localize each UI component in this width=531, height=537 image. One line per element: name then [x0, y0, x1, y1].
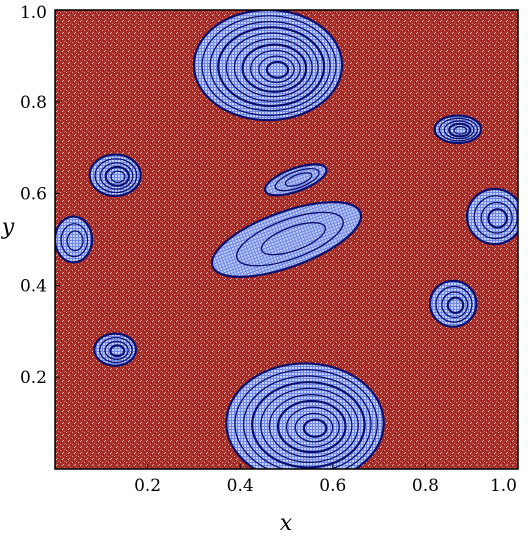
- island-fill: [265, 164, 327, 196]
- orbit-ring: [487, 208, 508, 229]
- orbit-ring: [276, 399, 347, 454]
- orbit-ring: [286, 406, 340, 448]
- orbit-ring: [443, 120, 475, 140]
- orbit-ring: [250, 49, 301, 88]
- island-4: [88, 153, 142, 197]
- orbit-ring: [110, 170, 126, 184]
- orbit-ring: [251, 381, 366, 469]
- island-7: [428, 279, 478, 328]
- orbit-ring: [241, 43, 308, 93]
- island-fill: [211, 202, 362, 277]
- y-tick-label: 0.6: [20, 185, 47, 205]
- regular-islands: [55, 10, 518, 469]
- orbit-ring: [88, 153, 142, 197]
- orbit-ring: [234, 369, 378, 469]
- orbit-ring: [263, 163, 328, 197]
- orbit-ring: [55, 215, 94, 264]
- y-axis: 0.2 0.4 0.6 0.8 1.0: [20, 3, 60, 388]
- orbit-ring: [242, 375, 372, 469]
- island-3: [210, 201, 363, 278]
- island-5: [93, 332, 138, 367]
- y-axis-label: y: [1, 215, 15, 240]
- orbit-ring: [225, 362, 385, 469]
- orbit-ring: [480, 201, 513, 234]
- island-10: [263, 163, 328, 197]
- orbit-ring: [441, 291, 469, 319]
- orbit-ring: [109, 344, 126, 358]
- orbit-ring: [302, 418, 328, 438]
- island-6: [433, 114, 483, 145]
- plot-frame: [54, 9, 519, 470]
- orbit-ring: [268, 394, 353, 458]
- orbit-ring: [201, 15, 337, 117]
- orbit-ring: [104, 340, 129, 360]
- orbit-ring: [433, 114, 483, 145]
- orbit-ring: [236, 211, 344, 267]
- x-tick-label: 0.8: [412, 476, 439, 496]
- plot-area: [55, 10, 518, 469]
- orbit-ring: [274, 167, 320, 192]
- orbit-ring: [93, 332, 138, 367]
- island-1: [192, 10, 344, 122]
- orbit-ring: [258, 55, 295, 84]
- orbit-ring: [428, 279, 478, 328]
- orbit-ring: [217, 26, 326, 108]
- orbit-ring: [210, 201, 363, 278]
- orbit-ring: [294, 412, 334, 443]
- orbit-ring: [438, 117, 479, 142]
- x-axis-label: x: [280, 511, 293, 536]
- orbit-ring: [260, 222, 326, 256]
- island-fill: [430, 280, 477, 327]
- y-tick-label: 0.8: [20, 93, 47, 113]
- x-tick-label: 0.6: [319, 476, 346, 496]
- x-tick-label: 0.2: [134, 476, 161, 496]
- island-8: [55, 215, 94, 264]
- orbit-ring: [233, 38, 313, 98]
- orbit-ring: [94, 158, 138, 194]
- orbit-ring: [284, 172, 313, 187]
- orbit-ring: [66, 230, 84, 252]
- orbit-ring: [225, 32, 319, 102]
- island-9: [465, 187, 518, 246]
- orbit-ring: [435, 285, 473, 323]
- x-tick-label: 1.0: [490, 476, 517, 496]
- orbit-ring: [465, 187, 518, 246]
- island-2: [225, 362, 385, 469]
- orbit-ring: [260, 387, 359, 463]
- orbit-ring: [446, 296, 465, 315]
- orbit-ring: [60, 223, 89, 258]
- orbit-ring: [192, 10, 344, 122]
- y-tick-label: 0.2: [20, 368, 47, 388]
- orbit-ring: [99, 336, 133, 364]
- orbit-ring: [209, 20, 331, 112]
- orbit-ring: [99, 162, 134, 190]
- orbit-ring: [265, 60, 290, 79]
- x-axis: 0.2 0.4 0.6 0.8 1.0: [134, 464, 519, 496]
- orbit-ring: [448, 122, 472, 138]
- orbit-ring: [453, 125, 468, 135]
- x-tick-label: 0.4: [227, 476, 254, 496]
- y-tick-label: 1.0: [20, 3, 47, 23]
- orbit-ring: [104, 165, 130, 187]
- y-tick-label: 0.4: [20, 276, 47, 296]
